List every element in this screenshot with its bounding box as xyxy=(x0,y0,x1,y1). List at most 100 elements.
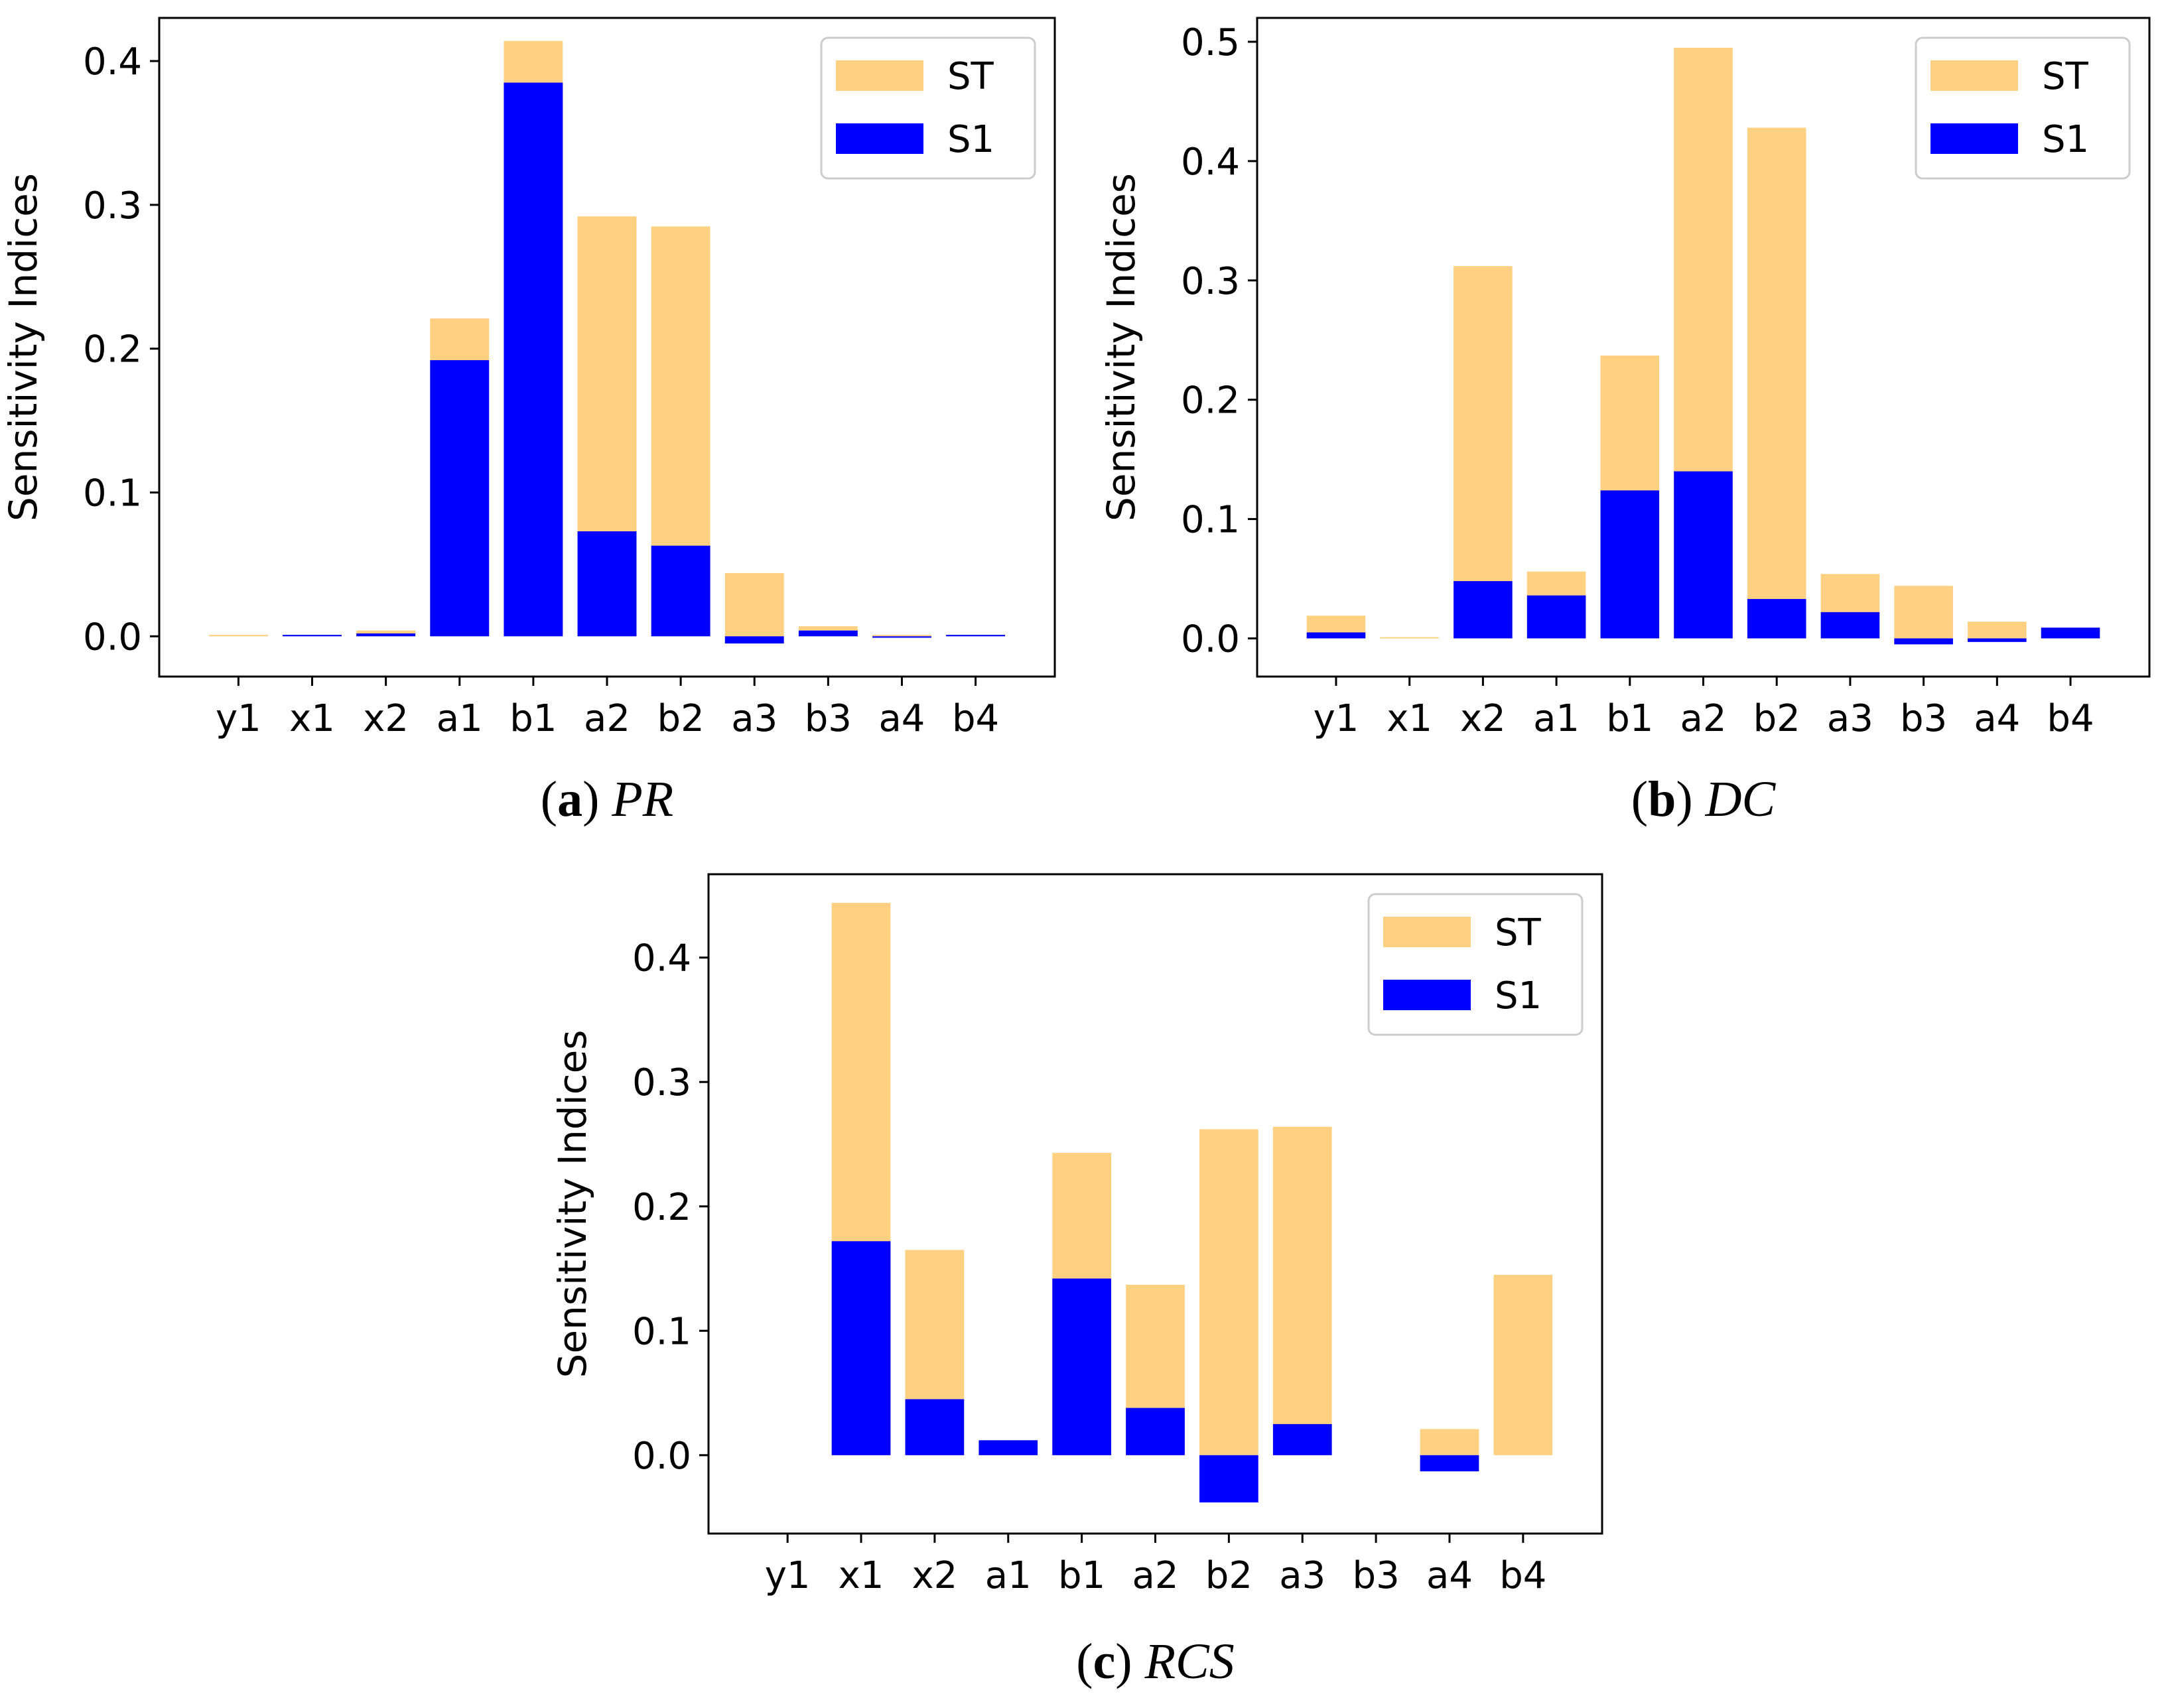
bar-s1-a1 xyxy=(1526,595,1586,639)
x-tick-label: a4 xyxy=(1426,1554,1473,1597)
bar-s1-b1 xyxy=(504,82,563,637)
x-tick-label: b1 xyxy=(1058,1554,1105,1597)
y-tick-label: 0.4 xyxy=(1181,141,1240,184)
legend-swatch-s1 xyxy=(1383,980,1471,1010)
y-tick-label: 0.4 xyxy=(632,937,691,980)
x-tick-label: b1 xyxy=(1606,697,1653,740)
bar-s1-a1 xyxy=(979,1440,1038,1455)
legend-label-s1: S1 xyxy=(947,118,994,161)
x-tick-label: b1 xyxy=(509,697,557,740)
bar-st-a4 xyxy=(1420,1429,1479,1455)
legend-label-st: ST xyxy=(1495,911,1542,954)
x-tick-label: a1 xyxy=(437,697,483,740)
bar-st-b2 xyxy=(1199,1129,1258,1455)
bar-st-x1 xyxy=(1380,637,1439,639)
legend-swatch-st xyxy=(836,60,923,91)
y-tick-label: 0.1 xyxy=(632,1310,691,1353)
caption-name: PR xyxy=(611,771,673,827)
y-tick-label: 0.2 xyxy=(632,1186,691,1229)
x-tick-label: b3 xyxy=(1353,1554,1400,1597)
x-tick-label: a2 xyxy=(1680,697,1727,740)
bar-s1-a4 xyxy=(872,636,931,638)
x-tick-label: a1 xyxy=(1533,697,1580,740)
bar-st-b2 xyxy=(1747,127,1806,639)
bar-s1-a1 xyxy=(430,360,490,637)
x-tick-label: a3 xyxy=(1279,1554,1325,1597)
bar-st-y1 xyxy=(208,635,268,637)
x-tick-label: b2 xyxy=(657,697,705,740)
bar-s1-b3 xyxy=(798,630,858,637)
x-tick-label: x2 xyxy=(1460,697,1506,740)
bar-s1-b2 xyxy=(1199,1455,1258,1503)
x-tick-label: y1 xyxy=(1314,697,1359,740)
y-tick-label: 0.0 xyxy=(83,616,142,659)
bar-s1-a2 xyxy=(577,531,637,637)
legend-swatch-st xyxy=(1383,917,1471,947)
bar-s1-y1 xyxy=(1306,632,1366,639)
y-tick-label: 0.1 xyxy=(83,472,142,515)
y-tick-label: 0.0 xyxy=(1181,618,1240,661)
y-tick-label: 0.3 xyxy=(83,184,142,228)
bar-s1-x2 xyxy=(1454,581,1513,639)
x-tick-label: x1 xyxy=(289,697,335,740)
bar-s1-b4 xyxy=(946,635,1006,637)
x-tick-label: b3 xyxy=(1900,697,1947,740)
bar-s1-a2 xyxy=(1126,1408,1185,1455)
bar-s1-a4 xyxy=(1968,638,2027,642)
y-tick-label: 0.5 xyxy=(1181,21,1240,64)
y-tick-label: 0.0 xyxy=(632,1435,691,1478)
bar-s1-a3 xyxy=(724,636,784,644)
caption-name: RCS xyxy=(1144,1634,1235,1689)
legend-label-st: ST xyxy=(2042,55,2089,98)
caption-letter: a xyxy=(557,771,582,827)
bar-st-a3 xyxy=(724,572,784,637)
caption-name: DC xyxy=(1705,771,1777,827)
caption-letter: b xyxy=(1648,771,1676,827)
x-tick-label: b4 xyxy=(2047,697,2094,740)
bar-s1-a3 xyxy=(1272,1423,1332,1455)
y-tick-label: 0.4 xyxy=(83,40,142,84)
legend-box xyxy=(1915,36,2131,180)
chart-panel-c: 0.0 0.1 0.2 0.3 0.4 y1 x1 x2 a1 b1 a2 b2 a3 b3 a4 b4 Sen… xyxy=(550,873,1603,1689)
x-tick-label: x1 xyxy=(839,1554,884,1597)
bar-s1-b4 xyxy=(2041,627,2100,639)
legend-box xyxy=(1367,893,1584,1036)
x-tick-label: b4 xyxy=(952,697,999,740)
bar-s1-x1 xyxy=(283,635,342,637)
legend-label-s1: S1 xyxy=(1495,974,1542,1018)
y-tick-label: 0.2 xyxy=(1181,379,1240,423)
y-axis-label: Sensitivity Indices xyxy=(550,1030,595,1378)
y-tick-label: 0.3 xyxy=(632,1061,691,1104)
y-tick-label: 0.2 xyxy=(83,328,142,371)
legend-swatch-s1 xyxy=(836,123,923,154)
y-tick-label: 0.1 xyxy=(1181,499,1240,542)
chart-panel-b: 0.0 0.1 0.2 0.3 0.4 0.5 y1 x1 x2 a1 b1 a2 b2 a3 b3 a4 b4… xyxy=(1099,17,2151,827)
bar-s1-a2 xyxy=(1674,471,1733,639)
bar-s1-b2 xyxy=(651,545,711,637)
x-tick-label: a4 xyxy=(878,697,925,740)
bar-st-a4 xyxy=(872,635,931,637)
chart-panel-a: 0.0 0.1 0.2 0.3 0.4 y1 x1 x2 a1 b1 a2 b2 a3 b3 a4 b4 Sen… xyxy=(1,17,1056,827)
y-tick-label: 0.3 xyxy=(1181,260,1240,303)
bar-st-b4 xyxy=(1493,1274,1553,1455)
panel-caption: (b) DC xyxy=(1631,771,1777,827)
bar-s1-b3 xyxy=(1894,638,1953,645)
x-tick-label: a2 xyxy=(1132,1554,1179,1597)
bar-st-a3 xyxy=(1272,1126,1332,1455)
legend-swatch-st xyxy=(1930,60,2018,91)
x-tick-label: a3 xyxy=(1827,697,1873,740)
x-tick-label: b2 xyxy=(1205,1554,1252,1597)
bar-st-b3 xyxy=(1894,586,1953,639)
bar-st-a4 xyxy=(1968,622,2027,639)
bar-s1-x1 xyxy=(831,1241,891,1455)
x-tick-label: x1 xyxy=(1387,697,1432,740)
panel-caption: (a) PR xyxy=(541,771,673,827)
x-tick-label: a4 xyxy=(1974,697,2020,740)
y-axis-label: Sensitivity Indices xyxy=(1,173,46,521)
bar-s1-b2 xyxy=(1747,599,1806,639)
x-tick-label: a2 xyxy=(584,697,630,740)
bar-s1-a3 xyxy=(1820,612,1880,639)
x-tick-label: x2 xyxy=(912,1554,957,1597)
x-tick-label: x2 xyxy=(363,697,409,740)
